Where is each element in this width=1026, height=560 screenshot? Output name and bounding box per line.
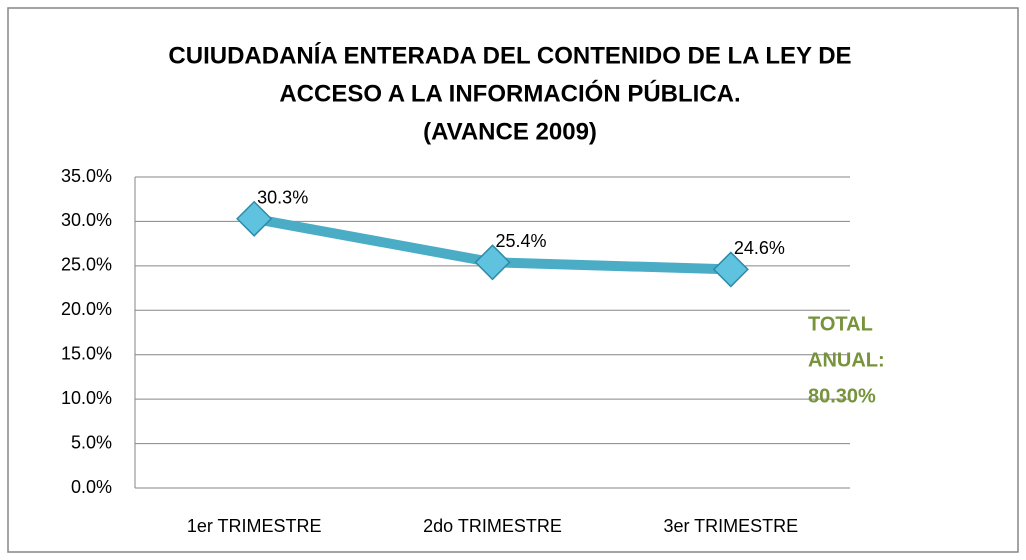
point-marker [712,251,749,288]
chart-title: (AVANCE 2009) [423,118,597,145]
chart-border [7,7,1019,553]
y-tick-label: 30.0% [61,210,112,230]
x-tick-label: 3er TRIMESTRE [663,516,798,536]
y-tick-label: 35.0% [61,166,112,186]
y-tick-label: 15.0% [61,343,112,363]
annotation: TOTAL [808,313,873,335]
data-label: 24.6% [734,238,785,258]
point-marker [474,244,511,281]
y-tick-label: 20.0% [61,299,112,319]
data-label: 25.4% [496,231,547,251]
chart-title: ACCESO A LA INFORMACIÓN PÚBLICA. [279,79,740,107]
y-tick-label: 10.0% [61,388,112,408]
chart-title: CUIUDADANÍA ENTERADA DEL CONTENIDO DE LA… [168,41,851,69]
annotation: ANUAL: [808,349,885,371]
point-marker [236,200,273,237]
x-tick-label: 1er TRIMESTRE [187,516,322,536]
annotation: 80.30% [808,385,876,407]
y-tick-label: 5.0% [71,432,112,452]
y-tick-label: 25.0% [61,255,112,275]
y-tick-label: 0.0% [71,477,112,497]
data-label: 30.3% [257,188,308,208]
x-tick-label: 2do TRIMESTRE [423,516,562,536]
